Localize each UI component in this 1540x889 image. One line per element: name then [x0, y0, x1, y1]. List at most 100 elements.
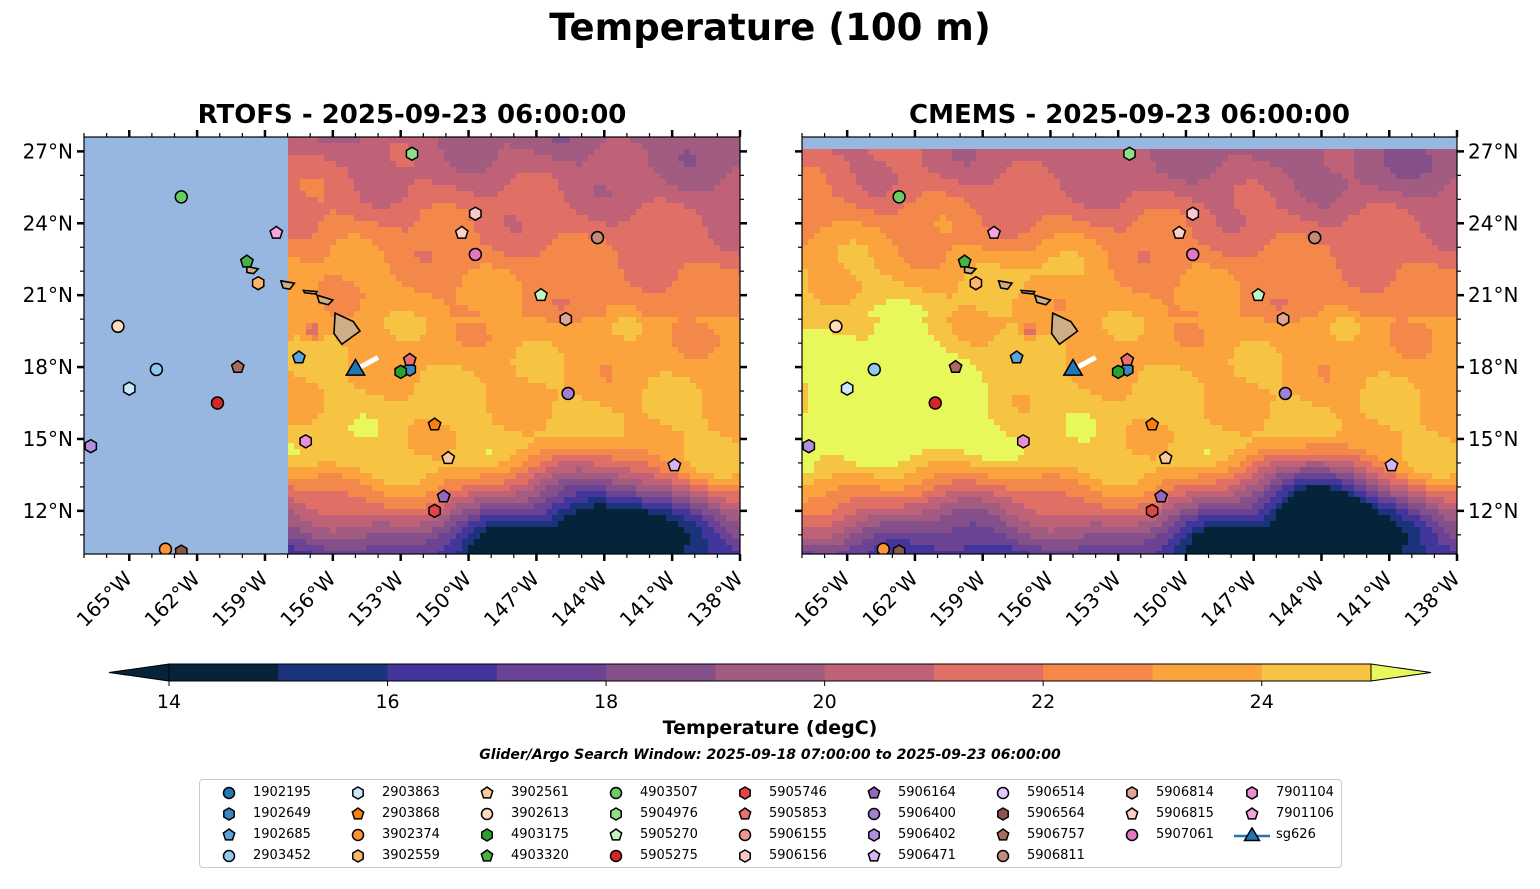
field-cell: [294, 215, 301, 222]
field-cell: [510, 491, 517, 498]
field-cell: [456, 149, 463, 156]
field-cell: [348, 263, 355, 270]
field-cell: [630, 305, 637, 312]
field-cell: [600, 287, 607, 294]
field-cell: [516, 293, 523, 300]
field-cell: [450, 209, 457, 216]
field-cell: [678, 179, 685, 186]
field-cell: [348, 515, 355, 522]
field-cell: [504, 137, 511, 144]
field-cell: [558, 191, 565, 198]
field-cell: [594, 401, 601, 408]
field-cell: [426, 377, 433, 384]
field-cell: [606, 347, 613, 354]
field-cell: [558, 221, 565, 228]
field-cell: [630, 185, 637, 192]
field-cell: [312, 431, 319, 438]
field-cell: [540, 317, 547, 324]
field-cell: [684, 137, 691, 144]
field-cell: [456, 485, 463, 492]
field-cell: [654, 245, 661, 252]
field-cell: [384, 479, 391, 486]
field-cell: [456, 323, 463, 330]
field-cell: [666, 479, 673, 486]
field-cell: [420, 269, 427, 276]
field-cell: [312, 203, 319, 210]
field-cell: [318, 137, 325, 144]
field-cell: [372, 245, 379, 252]
field-cell: [336, 437, 343, 444]
field-cell: [570, 401, 577, 408]
field-cell: [618, 299, 625, 306]
field-cell: [372, 485, 379, 492]
field-cell: [594, 227, 601, 234]
field-cell: [300, 521, 307, 528]
field-cell: [606, 509, 613, 516]
field-cell: [468, 353, 475, 360]
field-cell: [702, 161, 709, 168]
field-cell: [552, 515, 559, 522]
field-cell: [684, 527, 691, 534]
field-cell: [306, 497, 313, 504]
field-cell: [372, 443, 379, 450]
field-cell: [336, 137, 343, 144]
field-cell: [576, 437, 583, 444]
field-cell: [660, 155, 667, 162]
field-cell: [648, 533, 655, 540]
field-cell: [354, 389, 361, 396]
field-cell: [396, 203, 403, 210]
field-cell: [516, 161, 523, 168]
field-cell: [690, 275, 697, 282]
field-cell: [384, 323, 391, 330]
field-cell: [390, 395, 397, 402]
field-cell: [594, 389, 601, 396]
field-cell: [636, 455, 643, 462]
field-cell: [552, 305, 559, 312]
field-cell: [660, 149, 667, 156]
field-cell: [426, 137, 433, 144]
field-cell: [390, 545, 397, 552]
field-cell: [558, 491, 565, 498]
field-cell: [402, 329, 409, 336]
field-cell: [588, 467, 595, 474]
field-cell: [636, 275, 643, 282]
field-cell: [666, 221, 673, 228]
field-cell: [456, 371, 463, 378]
field-cell: [354, 419, 361, 426]
field-cell: [666, 413, 673, 420]
field-cell: [594, 215, 601, 222]
field-cell: [498, 185, 505, 192]
field-cell: [288, 515, 295, 522]
field-cell: [330, 521, 337, 528]
field-cell: [402, 245, 409, 252]
field-cell: [588, 539, 595, 546]
field-cell: [426, 245, 433, 252]
field-cell: [372, 149, 379, 156]
field-cell: [492, 227, 499, 234]
field-cell: [672, 455, 679, 462]
field-cell: [486, 359, 493, 366]
field-cell: [366, 161, 373, 168]
field-cell: [612, 461, 619, 468]
field-cell: [408, 311, 415, 318]
field-cell: [396, 251, 403, 258]
field-cell: [408, 497, 415, 504]
field-cell: [468, 377, 475, 384]
field-cell: [462, 275, 469, 282]
field-cell: [456, 293, 463, 300]
field-cell: [588, 545, 595, 552]
field-cell: [420, 137, 427, 144]
field-cell: [360, 227, 367, 234]
field-cell: [648, 527, 655, 534]
field-cell: [450, 257, 457, 264]
field-cell: [648, 443, 655, 450]
field-cell: [402, 497, 409, 504]
field-cell: [684, 167, 691, 174]
field-cell: [486, 143, 493, 150]
field-cell: [546, 239, 553, 246]
field-cell: [624, 377, 631, 384]
field-cell: [618, 425, 625, 432]
field-cell: [612, 185, 619, 192]
field-cell: [450, 419, 457, 426]
field-cell: [690, 215, 697, 222]
